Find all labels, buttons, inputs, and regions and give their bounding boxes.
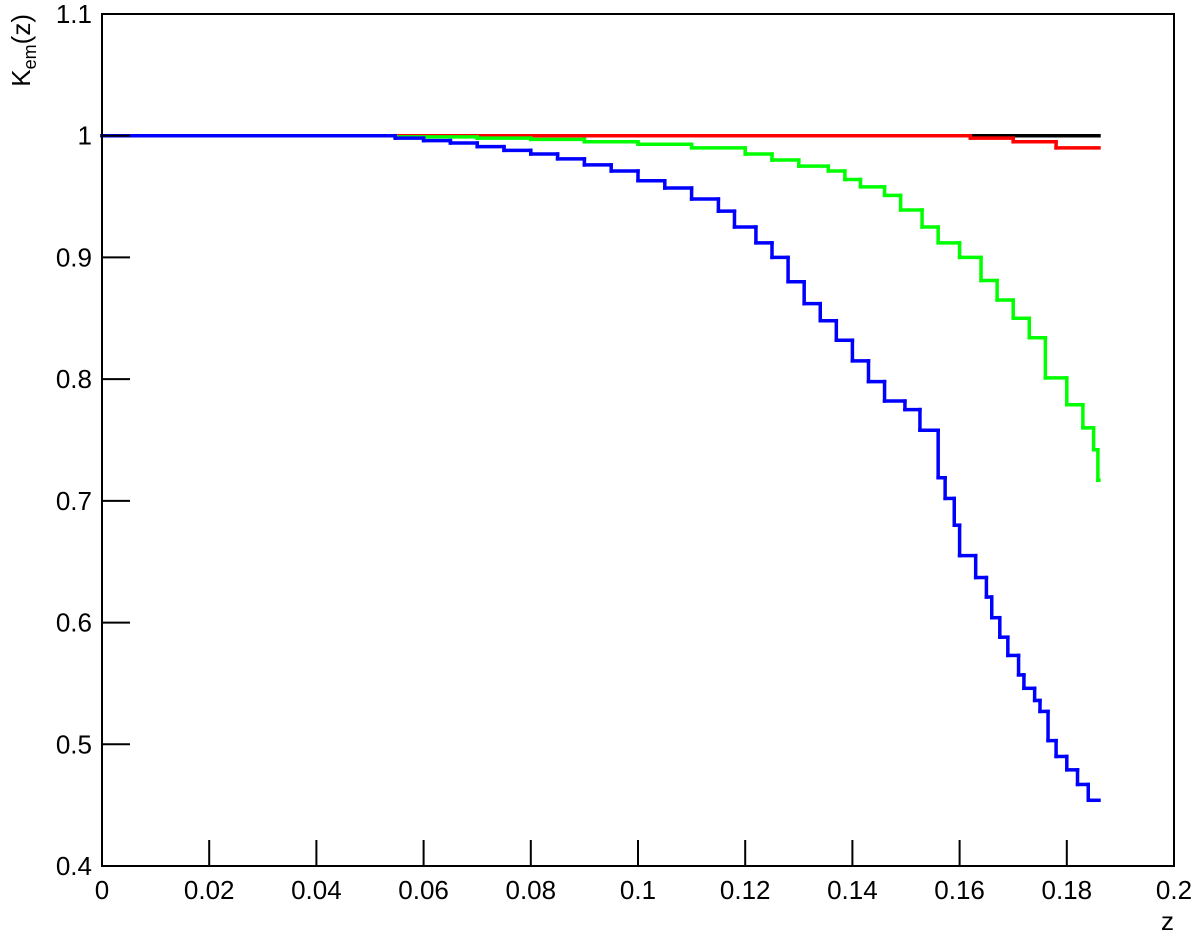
y-tick-label: 0.5	[56, 729, 92, 759]
y-tick-label: 1	[78, 121, 92, 151]
x-tick-label: 0.2	[1156, 875, 1192, 905]
y-label-main: K	[6, 69, 36, 87]
x-tick-label: 0.02	[184, 875, 235, 905]
x-tick-label: 0.12	[720, 875, 771, 905]
x-axis-label: z	[1161, 906, 1174, 936]
x-tick-label: 0.04	[291, 875, 342, 905]
y-label-sub: em	[20, 44, 40, 69]
y-tick-label: 1.1	[56, 0, 92, 29]
x-tick-label: 0.16	[934, 875, 985, 905]
x-tick-label: 0.18	[1041, 875, 1092, 905]
y-tick-label: 0.8	[56, 364, 92, 394]
y-label-suffix: (z)	[6, 14, 36, 44]
y-tick-label: 0.9	[56, 242, 92, 272]
y-tick-label: 0.7	[56, 486, 92, 516]
series	[100, 133, 1101, 803]
x-tick-label: 0	[95, 875, 109, 905]
x-tick-label: 0.14	[827, 875, 878, 905]
x-tick-label: 0.08	[505, 875, 556, 905]
x-tick-label: 0.1	[620, 875, 656, 905]
plot-area	[100, 133, 1101, 803]
y-tick-label: 0.4	[56, 851, 92, 881]
y-axis-label: Kem(z)	[6, 14, 40, 87]
x-tick-label: 0.06	[398, 875, 449, 905]
y-tick-label: 0.6	[56, 608, 92, 638]
